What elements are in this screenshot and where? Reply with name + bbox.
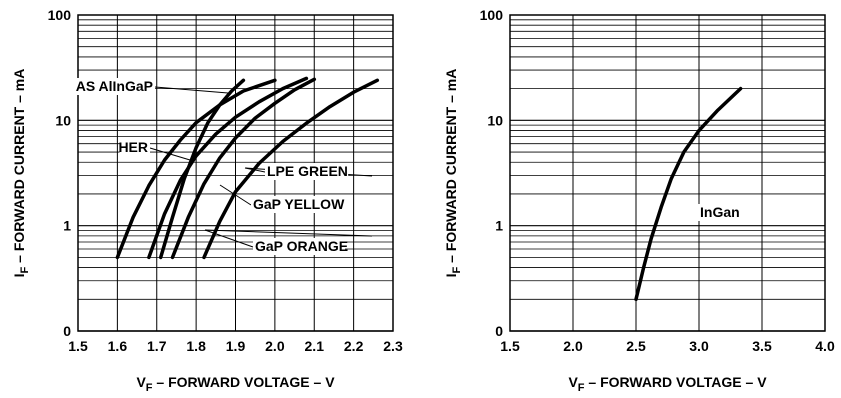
annotation-leader bbox=[154, 86, 229, 94]
x-axis-title: VF – FORWARD VOLTAGE – V bbox=[568, 374, 767, 393]
annotation-label: AS AlInGaP bbox=[76, 78, 153, 94]
annotation-label: InGan bbox=[700, 204, 740, 220]
annotation-label: HER bbox=[118, 139, 148, 155]
x-tick-label: 1.9 bbox=[226, 338, 246, 354]
x-tick-label: 2.0 bbox=[265, 338, 285, 354]
x-tick-label: 1.8 bbox=[186, 338, 206, 354]
annotation-label: GaP ORANGE bbox=[255, 238, 348, 254]
y-tick-label: 0 bbox=[495, 323, 503, 339]
x-tick-label: 1.5 bbox=[68, 338, 88, 354]
series-line-gap-yellow bbox=[147, 76, 309, 260]
annotation-bg bbox=[251, 196, 343, 213]
y-axis-title: IF – FORWARD CURRENT – mA bbox=[11, 69, 31, 278]
annotation-bg bbox=[63, 78, 155, 95]
x-tick-label: 2.5 bbox=[626, 338, 646, 354]
annotation-bg bbox=[265, 163, 349, 180]
series-line-her bbox=[115, 78, 277, 260]
annotation-bg bbox=[253, 238, 345, 255]
x-axis-title: VF – FORWARD VOLTAGE – V bbox=[136, 374, 335, 393]
x-tick-label: 1.7 bbox=[147, 338, 167, 354]
x-tick-label: 2.1 bbox=[305, 338, 325, 354]
x-tick-label: 4.0 bbox=[815, 338, 835, 354]
series-line-ingan bbox=[634, 86, 743, 302]
chart-panel-1: 1.5 1.6 1.7 1.8 1.9 2.0 2.1 2.2 2.3 0 1 10 100 VF – F… bbox=[11, 7, 403, 394]
y-tick-label: 0 bbox=[63, 323, 71, 339]
y-tick-label: 1 bbox=[63, 218, 71, 234]
y-tick-label: 100 bbox=[48, 7, 72, 23]
plot-frame bbox=[77, 14, 394, 332]
y-tick-label: 10 bbox=[487, 112, 503, 128]
chart-panel-2: 1.5 2.0 2.5 3.0 3.5 4.0 0 1 10 100 VF – FORWARD VO… bbox=[443, 7, 835, 394]
y-axis-title: IF – FORWARD CURRENT – mA bbox=[443, 69, 463, 278]
x-tick-label: 3.5 bbox=[752, 338, 772, 354]
x-tick-label: 2.2 bbox=[344, 338, 364, 354]
annotation-bg bbox=[119, 139, 150, 156]
annotation-label: LPE GREEN bbox=[267, 163, 348, 179]
annotation-bg bbox=[698, 204, 746, 221]
x-tick-label: 3.0 bbox=[689, 338, 709, 354]
series-line-gap-orange bbox=[202, 78, 380, 260]
y-tick-label: 10 bbox=[55, 112, 71, 128]
annotation-leader bbox=[204, 229, 373, 248]
y-tick-label: 1 bbox=[495, 218, 503, 234]
series-line-as-alingap bbox=[158, 78, 246, 260]
x-tick-label: 2.3 bbox=[383, 338, 403, 354]
y-tick-label: 100 bbox=[480, 7, 504, 23]
annotation-label: GaP YELLOW bbox=[253, 196, 345, 212]
x-tick-label: 1.5 bbox=[500, 338, 520, 354]
x-tick-label: 1.6 bbox=[108, 338, 128, 354]
x-tick-label: 2.0 bbox=[563, 338, 583, 354]
plot-frame bbox=[509, 14, 826, 332]
series-line-lpe-green bbox=[170, 77, 317, 260]
